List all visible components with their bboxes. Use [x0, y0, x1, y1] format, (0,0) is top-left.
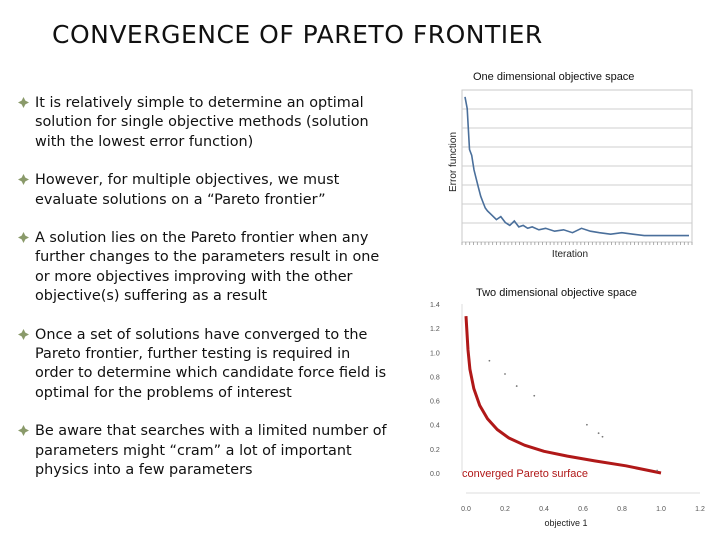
diamond-bullet-icon: [18, 97, 29, 108]
chart1-series-line: [464, 96, 689, 237]
error-chart: Error function Iteration: [448, 89, 693, 260]
chart2-data-point: [586, 423, 588, 426]
diamond-bullet-icon: [18, 232, 29, 244]
bullet-item: Once a set of solutions have converged t…: [18, 326, 390, 404]
chart2-y-tick-label: 0.0: [430, 471, 440, 478]
bullet-text: It is relatively simple to determine an …: [35, 95, 369, 150]
bullet-text: Be aware that searches with a limited nu…: [35, 423, 387, 479]
chart2-y-tick-label: 0.8: [430, 374, 440, 381]
chart2-data-point: [597, 432, 600, 435]
chart2-data-point: [504, 373, 506, 375]
bullet-item: Be aware that searches with a limited nu…: [18, 422, 390, 480]
chart2-x-tick-label: 0.2: [500, 506, 510, 513]
chart2-annotation: converged Pareto surface: [462, 468, 588, 480]
chart2-data-point: [601, 435, 604, 438]
chart2-xlabel: objective 1: [544, 518, 587, 528]
slide-title: CONVERGENCE OF PARETO FRONTIER: [52, 20, 543, 49]
chart2-y-tick-label: 1.0: [430, 350, 440, 357]
chart2-y-tick-label: 1.2: [430, 326, 440, 333]
chart2-x-tick-label: 0.8: [617, 506, 627, 513]
chart2-data-point: [533, 394, 536, 397]
diamond-bullet-icon: [18, 174, 29, 186]
chart2-x-tick-label: 1.0: [656, 506, 666, 513]
chart2-x-tick-label: 0.0: [461, 506, 471, 513]
chart2-pareto-curve: [464, 316, 662, 475]
chart2-x-tick-label: 0.6: [578, 506, 588, 513]
bullet-text: However, for multiple objectives, we mus…: [35, 172, 340, 208]
chart2-y-tick-label: 0.2: [430, 447, 440, 454]
diamond-bullet-icon: [18, 328, 29, 340]
chart2-y-tick-label: 0.6: [430, 399, 440, 406]
chart2-x-tick-label: 0.4: [539, 506, 549, 513]
pareto-chart: objective 1 converged Pareto surface 0.0…: [430, 302, 705, 528]
bullet-text: A solution lies on the Pareto frontier w…: [35, 230, 380, 305]
chart1-ylabel: Error function: [448, 132, 459, 192]
chart1-xlabel: Iteration: [552, 249, 588, 260]
chart1-title: One dimensional objective space: [473, 71, 635, 83]
chart2-data-point: [488, 359, 491, 362]
bullet-text: Once a set of solutions have converged t…: [35, 326, 387, 401]
chart2-title: Two dimensional objective space: [476, 287, 637, 299]
bullet-item: However, for multiple objectives, we mus…: [18, 171, 390, 210]
diamond-bullet-icon: [18, 425, 29, 437]
chart2-y-tick-label: 1.4: [430, 302, 440, 309]
bullet-list: It is relatively simple to determine an …: [18, 94, 390, 500]
chart2-data-point: [656, 469, 658, 472]
bullet-item: It is relatively simple to determine an …: [18, 94, 390, 152]
chart2-y-tick-label: 0.4: [430, 423, 440, 430]
chart2-x-tick-label: 1.2: [695, 506, 705, 513]
bullet-item: A solution lies on the Pareto frontier w…: [18, 229, 390, 307]
chart2-data-point: [515, 385, 518, 387]
